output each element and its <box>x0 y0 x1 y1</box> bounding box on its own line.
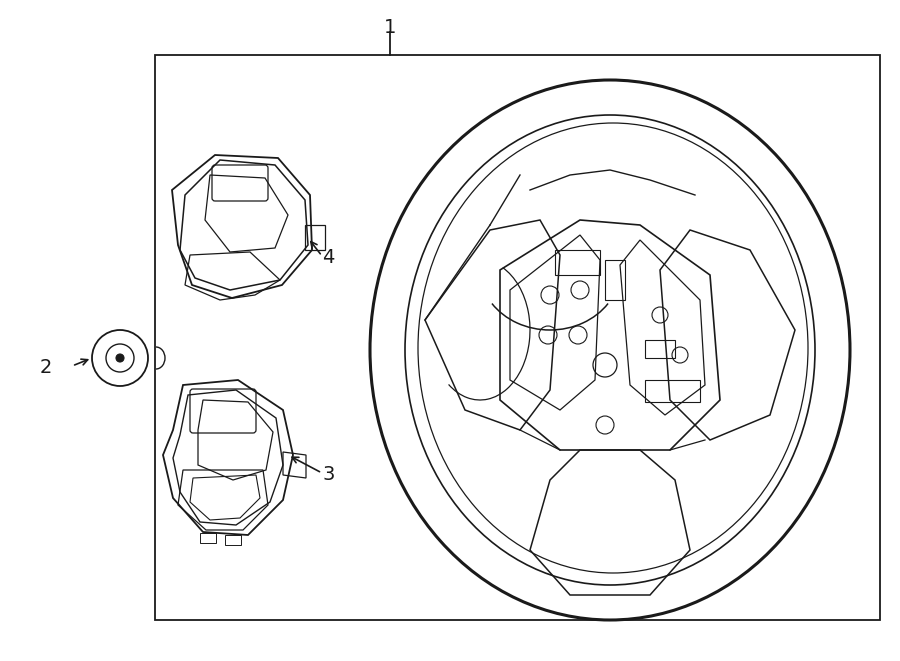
Text: 3: 3 <box>322 465 335 484</box>
Text: 1: 1 <box>383 18 396 37</box>
Bar <box>605 260 625 300</box>
Bar <box>555 250 600 275</box>
Bar <box>200 533 216 543</box>
Circle shape <box>116 354 124 362</box>
Bar <box>645 380 700 402</box>
Text: 4: 4 <box>322 248 335 267</box>
Bar <box>225 535 241 545</box>
Bar <box>155 55 880 620</box>
Bar <box>645 340 675 358</box>
Text: 2: 2 <box>40 358 52 377</box>
Ellipse shape <box>370 80 850 620</box>
